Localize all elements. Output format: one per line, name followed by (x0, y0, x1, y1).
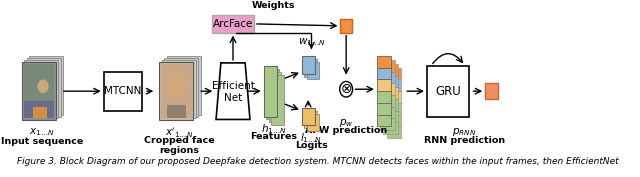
Text: Cropped face: Cropped face (145, 136, 215, 145)
Bar (29, 56, 63, 115)
Text: Weights: Weights (252, 1, 295, 10)
Bar (387, 68, 401, 79)
Bar (301, 56, 315, 74)
Bar (380, 60, 395, 72)
Text: $\otimes$: $\otimes$ (340, 82, 353, 96)
Bar (383, 64, 398, 76)
Bar (24, 101, 54, 118)
Text: Features: Features (250, 132, 297, 141)
Text: $l_{1 \ldots N}$: $l_{1 \ldots N}$ (300, 131, 323, 145)
Bar (271, 75, 284, 125)
Bar (387, 103, 401, 115)
Circle shape (168, 76, 186, 97)
Bar (307, 62, 319, 79)
Circle shape (37, 79, 49, 93)
Bar (340, 19, 352, 33)
Bar (24, 64, 54, 118)
Bar (377, 103, 392, 115)
Bar (427, 66, 469, 116)
Bar (159, 62, 193, 120)
Bar (377, 91, 392, 103)
Bar (380, 107, 395, 118)
Bar (377, 115, 392, 126)
Bar (164, 58, 198, 116)
Bar (161, 64, 192, 118)
Text: Logits: Logits (295, 141, 328, 150)
Bar (383, 99, 398, 111)
Bar (307, 114, 319, 131)
Bar (380, 95, 395, 107)
Bar (387, 115, 401, 126)
Text: Net: Net (224, 93, 242, 103)
Text: Input sequence: Input sequence (1, 137, 83, 146)
Bar (266, 69, 279, 119)
Bar (104, 72, 143, 111)
Text: $x'_{1 \ldots N}$: $x'_{1 \ldots N}$ (166, 125, 194, 139)
Bar (212, 15, 254, 33)
Text: regions: regions (159, 146, 200, 155)
Polygon shape (216, 63, 250, 119)
Bar (380, 72, 395, 83)
Bar (167, 56, 201, 115)
Text: $w_{1 \ldots N}$: $w_{1 \ldots N}$ (298, 37, 325, 48)
Text: MTCNN: MTCNN (104, 86, 142, 96)
Text: $p_{RNN}$: $p_{RNN}$ (452, 126, 476, 138)
Bar (22, 62, 56, 120)
Bar (383, 122, 398, 134)
Bar (485, 83, 498, 99)
Bar (383, 111, 398, 122)
Bar (27, 58, 61, 116)
Bar (383, 76, 398, 87)
Bar (380, 118, 395, 130)
Text: Efficient: Efficient (212, 81, 255, 91)
Bar (387, 79, 401, 91)
Bar (264, 66, 276, 116)
Bar (383, 87, 398, 99)
Bar (269, 72, 282, 122)
Bar (377, 68, 392, 79)
Bar (167, 105, 186, 118)
Text: RNN prediction: RNN prediction (424, 136, 505, 145)
Text: $x_{1 \ldots N}$: $x_{1 \ldots N}$ (29, 126, 55, 138)
Bar (304, 59, 317, 76)
Circle shape (340, 81, 353, 97)
Text: AFW prediction: AFW prediction (305, 126, 387, 135)
Text: GRU: GRU (435, 85, 461, 98)
Text: Figure 3. Block Diagram of our proposed Deepfake detection system. MTCNN detects: Figure 3. Block Diagram of our proposed … (17, 157, 619, 166)
Bar (387, 126, 401, 138)
Text: ArcFace: ArcFace (213, 19, 253, 29)
Bar (24, 60, 58, 118)
Bar (304, 111, 317, 128)
Bar (380, 83, 395, 95)
Bar (377, 79, 392, 91)
Bar (387, 91, 401, 103)
Bar (162, 60, 196, 118)
Text: $p_w$: $p_w$ (339, 116, 353, 129)
Bar (377, 56, 392, 68)
Text: $h_{1 \ldots N}$: $h_{1 \ldots N}$ (260, 122, 286, 136)
Bar (301, 108, 315, 125)
Bar (33, 107, 47, 118)
